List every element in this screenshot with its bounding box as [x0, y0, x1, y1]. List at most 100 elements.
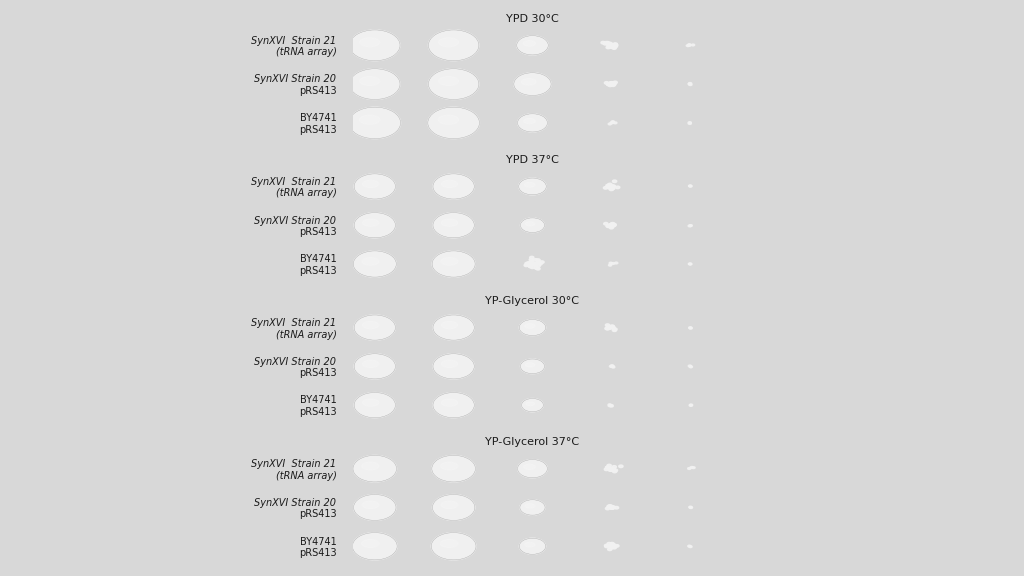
Ellipse shape: [688, 263, 691, 265]
Ellipse shape: [612, 465, 616, 468]
Text: BY4741: BY4741: [300, 255, 336, 264]
Ellipse shape: [534, 259, 538, 261]
Ellipse shape: [535, 267, 539, 270]
Ellipse shape: [609, 186, 613, 188]
Ellipse shape: [611, 83, 616, 85]
Ellipse shape: [607, 186, 611, 189]
Ellipse shape: [359, 77, 380, 86]
Ellipse shape: [608, 405, 611, 407]
Ellipse shape: [433, 354, 474, 379]
Text: BY4741: BY4741: [300, 113, 336, 123]
Ellipse shape: [605, 327, 609, 329]
Ellipse shape: [606, 184, 610, 187]
Ellipse shape: [438, 115, 459, 124]
Text: SynXVI  Strain 21: SynXVI Strain 21: [251, 36, 336, 46]
Ellipse shape: [524, 182, 536, 187]
Ellipse shape: [611, 46, 615, 48]
Ellipse shape: [603, 43, 607, 45]
Ellipse shape: [604, 544, 608, 547]
Ellipse shape: [611, 122, 614, 123]
Ellipse shape: [537, 264, 541, 267]
Ellipse shape: [613, 122, 616, 124]
Ellipse shape: [361, 462, 379, 470]
Ellipse shape: [612, 180, 616, 183]
Ellipse shape: [615, 186, 620, 189]
Ellipse shape: [688, 44, 691, 46]
Ellipse shape: [606, 46, 610, 49]
Ellipse shape: [526, 402, 535, 406]
Ellipse shape: [607, 467, 612, 469]
Ellipse shape: [525, 263, 529, 266]
Ellipse shape: [610, 222, 614, 225]
Ellipse shape: [432, 456, 475, 482]
Ellipse shape: [609, 545, 613, 547]
Ellipse shape: [611, 544, 615, 546]
Ellipse shape: [610, 468, 614, 470]
Ellipse shape: [612, 328, 617, 331]
Text: pRS413: pRS413: [299, 509, 336, 520]
Ellipse shape: [689, 327, 692, 329]
Ellipse shape: [433, 213, 474, 238]
Ellipse shape: [608, 223, 612, 226]
Text: SynXVI Strain 20: SynXVI Strain 20: [254, 74, 336, 85]
Ellipse shape: [361, 540, 379, 548]
Ellipse shape: [612, 547, 616, 549]
Text: pRS413: pRS413: [299, 266, 336, 276]
Text: YP-Glycerol 30°C: YP-Glycerol 30°C: [485, 296, 580, 306]
Ellipse shape: [611, 468, 615, 470]
Ellipse shape: [609, 188, 613, 191]
Ellipse shape: [349, 107, 400, 139]
Ellipse shape: [441, 321, 458, 329]
Text: SynXVI Strain 20: SynXVI Strain 20: [254, 357, 336, 367]
Ellipse shape: [607, 46, 611, 48]
Ellipse shape: [611, 545, 615, 547]
Ellipse shape: [525, 503, 535, 508]
Ellipse shape: [689, 225, 692, 226]
Ellipse shape: [608, 544, 613, 547]
Ellipse shape: [610, 223, 614, 226]
Ellipse shape: [688, 83, 691, 85]
Text: pRS413: pRS413: [299, 368, 336, 378]
Ellipse shape: [691, 44, 694, 46]
Text: SynXVI  Strain 21: SynXVI Strain 21: [251, 177, 336, 187]
Ellipse shape: [601, 41, 605, 44]
Ellipse shape: [608, 43, 612, 46]
Ellipse shape: [609, 507, 614, 509]
Ellipse shape: [354, 393, 395, 418]
Ellipse shape: [537, 260, 541, 263]
Ellipse shape: [428, 30, 479, 60]
Ellipse shape: [612, 47, 616, 50]
Ellipse shape: [608, 183, 612, 186]
Ellipse shape: [528, 265, 532, 267]
Text: (tRNA array): (tRNA array): [275, 188, 336, 198]
Ellipse shape: [440, 540, 458, 548]
Ellipse shape: [362, 360, 379, 367]
Ellipse shape: [441, 360, 458, 367]
Text: YPD 37°C: YPD 37°C: [506, 155, 559, 165]
Ellipse shape: [610, 507, 614, 509]
Ellipse shape: [608, 505, 612, 507]
Ellipse shape: [607, 186, 611, 189]
Ellipse shape: [519, 538, 546, 554]
Ellipse shape: [609, 226, 613, 229]
Ellipse shape: [529, 259, 534, 261]
Ellipse shape: [362, 321, 379, 329]
Ellipse shape: [609, 506, 614, 509]
Ellipse shape: [349, 30, 400, 60]
Ellipse shape: [607, 468, 611, 470]
Ellipse shape: [606, 43, 610, 46]
Ellipse shape: [688, 123, 691, 124]
Ellipse shape: [609, 186, 613, 189]
Ellipse shape: [441, 501, 458, 509]
Ellipse shape: [610, 225, 614, 227]
Ellipse shape: [536, 267, 540, 270]
Ellipse shape: [611, 365, 614, 367]
Ellipse shape: [618, 465, 623, 468]
Ellipse shape: [611, 82, 615, 84]
Text: SynXVI Strain 20: SynXVI Strain 20: [254, 215, 336, 226]
Ellipse shape: [610, 187, 614, 190]
Ellipse shape: [611, 121, 614, 123]
Ellipse shape: [440, 257, 458, 266]
Ellipse shape: [605, 466, 609, 469]
Ellipse shape: [614, 506, 618, 509]
